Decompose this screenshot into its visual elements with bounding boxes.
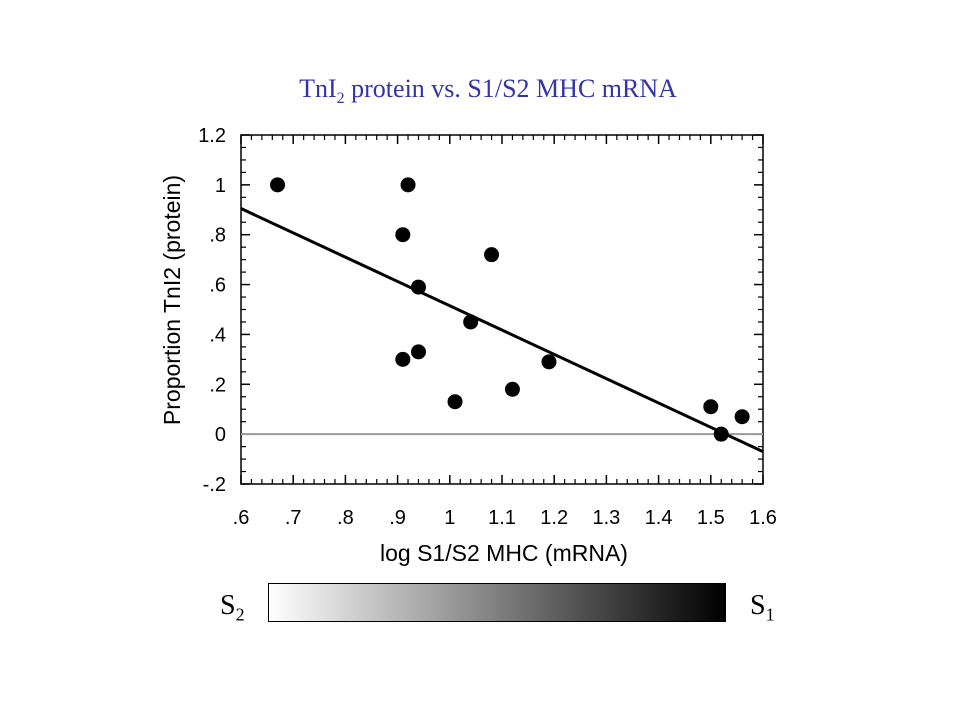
data-point	[734, 409, 750, 425]
y-tick-label: .8	[209, 225, 226, 247]
data-point	[541, 354, 557, 370]
x-tick-label: 1.4	[645, 507, 673, 529]
data-point	[410, 344, 426, 360]
y-tick-label: .4	[209, 324, 226, 346]
chart-title-subscript: 2	[336, 90, 345, 108]
data-point	[270, 177, 286, 193]
data-point	[484, 247, 500, 263]
data-points	[270, 177, 750, 442]
chart-title-rest: protein vs. S1/S2 MHC mRNA	[344, 74, 677, 103]
y-tick-label: 0	[215, 424, 226, 446]
chart-title-main: TnI	[299, 74, 337, 103]
x-tick-labels: .6 .7 .8 .9 1 1.1 1.2 1.3 1.4 1.5 1.6	[233, 507, 777, 529]
y-tick-label: -.2	[203, 474, 226, 496]
plot-frame	[240, 134, 764, 485]
x-tick-label: 1.1	[488, 507, 516, 529]
y-tick-label: .2	[209, 374, 226, 396]
data-point	[713, 426, 729, 442]
data-point	[395, 351, 411, 367]
data-point	[703, 399, 719, 415]
x-tick-label: .9	[389, 507, 406, 529]
s2-label: S2	[220, 590, 245, 626]
y-tick-labels: -.2 0 .2 .4 .6 .8 1 1.2	[198, 125, 226, 496]
x-tick-label: 1.3	[592, 507, 620, 529]
s2-label-subscript: 2	[235, 604, 245, 625]
y-axis-title: Proportion TnI2 (protein)	[159, 175, 185, 425]
chart-title: TnI2 protein vs. S1/S2 MHC mRNA	[0, 74, 960, 108]
x-tick-label: .6	[233, 507, 250, 529]
s2-label-main: S	[220, 590, 236, 621]
s1-label-subscript: 1	[765, 604, 775, 625]
y-tick-label: .6	[209, 275, 226, 297]
data-point	[410, 279, 426, 295]
x-tick-label: 1.5	[697, 507, 725, 529]
data-point	[400, 177, 416, 193]
ticks	[240, 134, 764, 485]
regression-line	[240, 207, 764, 453]
x-tick-label: .8	[337, 507, 354, 529]
s1-label-main: S	[750, 590, 766, 621]
data-point	[504, 381, 520, 397]
x-tick-label: 1.2	[540, 507, 568, 529]
data-point	[463, 314, 479, 330]
s2-to-s1-gradient-bar	[268, 583, 726, 622]
x-tick-label: 1	[444, 507, 455, 529]
x-axis-title: log S1/S2 MHC (mRNA)	[380, 540, 628, 566]
data-point	[447, 394, 463, 410]
data-point	[395, 227, 411, 243]
y-tick-label: 1.2	[198, 125, 226, 147]
x-tick-label: .7	[285, 507, 302, 529]
s1-label: S1	[750, 590, 775, 626]
y-tick-label: 1	[215, 175, 226, 197]
x-tick-label: 1.6	[749, 507, 777, 529]
